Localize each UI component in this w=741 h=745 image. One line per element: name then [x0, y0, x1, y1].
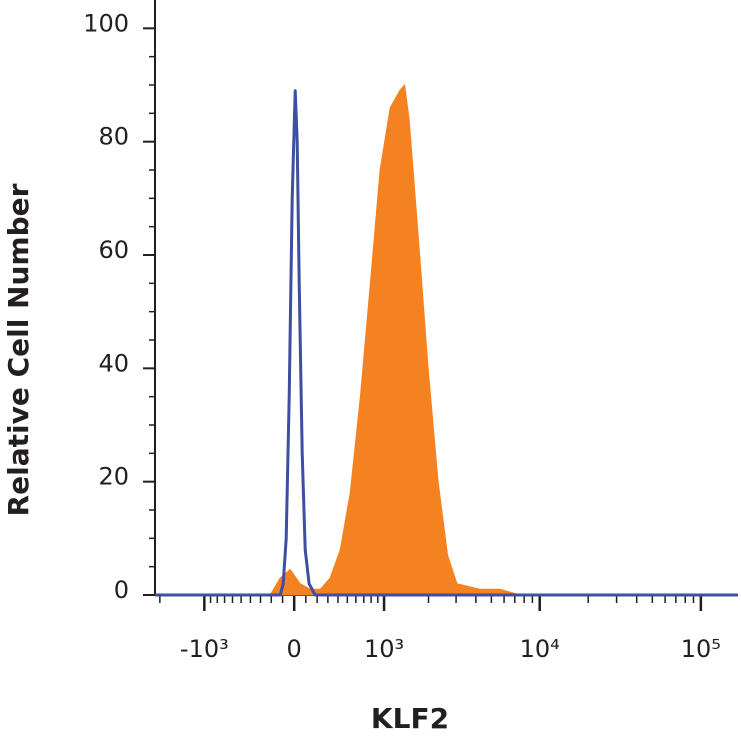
- x-tick-label: 10³: [364, 635, 404, 663]
- x-axis-title: KLF2: [371, 702, 449, 735]
- y-tick-label: 80: [98, 123, 129, 151]
- x-tick-label: 0: [287, 635, 302, 663]
- x-tick-label: 10⁵: [681, 635, 721, 663]
- x-tick-label: 10⁴: [520, 635, 560, 663]
- y-tick-label: 0: [114, 576, 129, 604]
- y-tick-label: 60: [98, 236, 129, 264]
- histogram-line: [155, 89, 738, 597]
- y-axis-title: Relative Cell Number: [2, 183, 35, 516]
- x-tick-label: -10³: [180, 635, 229, 663]
- y-tick-label: 40: [98, 349, 129, 377]
- y-tick-label: 20: [98, 463, 129, 491]
- y-tick-label: 100: [83, 9, 129, 37]
- histogram-area: [269, 84, 521, 596]
